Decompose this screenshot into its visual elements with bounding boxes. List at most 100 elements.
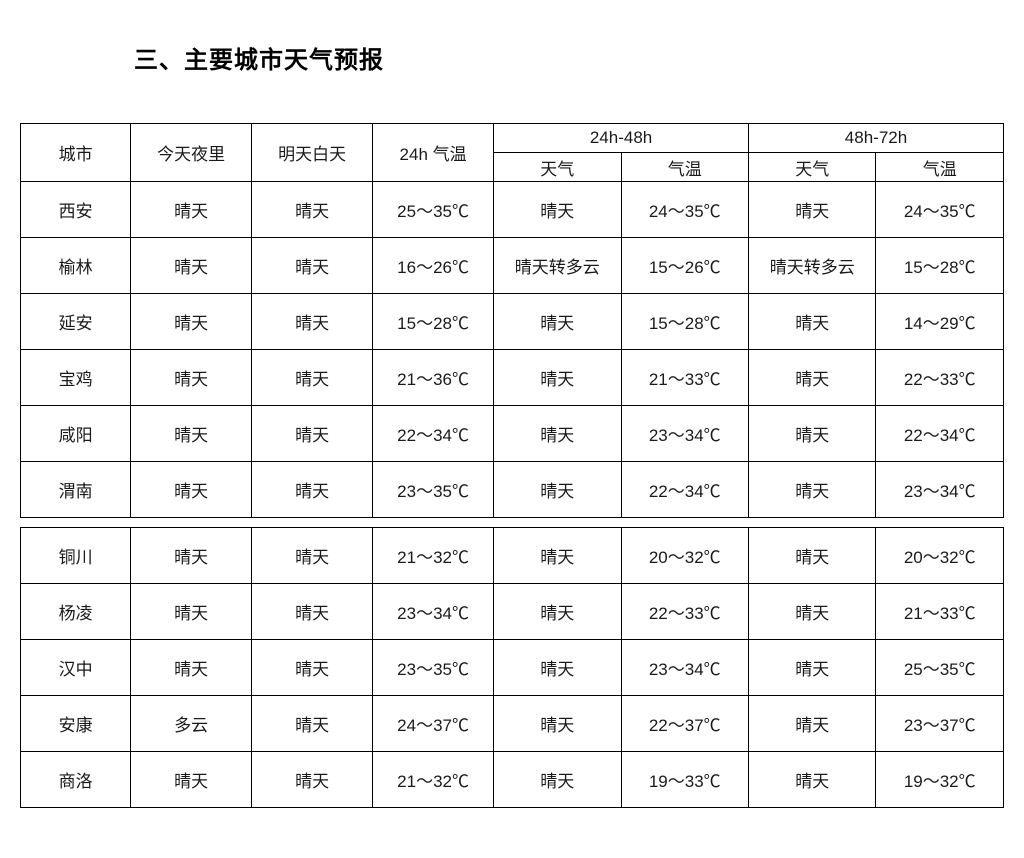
cell-t24: 16～26℃	[373, 238, 494, 294]
cell-w1: 晴天	[494, 182, 621, 238]
cell-city: 汉中	[21, 640, 131, 696]
cell-w1: 晴天	[494, 640, 621, 696]
table-row: 延安晴天晴天15～28℃晴天15～28℃晴天14～29℃	[21, 294, 1004, 350]
cell-city: 西安	[21, 182, 131, 238]
cell-city: 榆林	[21, 238, 131, 294]
cell-tonight: 晴天	[131, 584, 252, 640]
cell-city: 安康	[21, 696, 131, 752]
table-row: 商洛晴天晴天21～32℃晴天19～33℃晴天19～32℃	[21, 752, 1004, 808]
cell-w1: 晴天	[494, 294, 621, 350]
cell-tomorrow: 晴天	[252, 350, 373, 406]
cell-t24: 23～35℃	[373, 462, 494, 518]
header-p1-temp: 气温	[621, 153, 748, 182]
cell-w2: 晴天	[749, 350, 876, 406]
cell-tomorrow: 晴天	[252, 462, 373, 518]
header-p2-weather: 天气	[749, 153, 876, 182]
table-row: 杨凌晴天晴天23～34℃晴天22～33℃晴天21～33℃	[21, 584, 1004, 640]
cell-tomorrow: 晴天	[252, 238, 373, 294]
table-body-2: 铜川晴天晴天21～32℃晴天20～32℃晴天20～32℃杨凌晴天晴天23～34℃…	[21, 528, 1004, 808]
weather-forecast-table: 城市 今天夜里 明天白天 24h 气温 24h-48h 48h-72h 天气 气…	[20, 123, 1004, 808]
header-p1-weather: 天气	[494, 153, 621, 182]
header-tonight: 今天夜里	[131, 124, 252, 182]
cell-t1: 23～34℃	[621, 406, 748, 462]
cell-w1: 晴天	[494, 462, 621, 518]
cell-city: 咸阳	[21, 406, 131, 462]
cell-t1: 22～33℃	[621, 584, 748, 640]
header-p2-temp: 气温	[876, 153, 1004, 182]
cell-t2: 21～33℃	[876, 584, 1004, 640]
header-period2: 48h-72h	[749, 124, 1004, 153]
cell-t1: 21～33℃	[621, 350, 748, 406]
cell-t24: 22～34℃	[373, 406, 494, 462]
cell-t24: 21～32℃	[373, 528, 494, 584]
cell-tonight: 晴天	[131, 462, 252, 518]
cell-t24: 21～36℃	[373, 350, 494, 406]
table-row: 榆林晴天晴天16～26℃晴天转多云15～26℃晴天转多云15～28℃	[21, 238, 1004, 294]
cell-t24: 21～32℃	[373, 752, 494, 808]
cell-w2: 晴天	[749, 462, 876, 518]
cell-t1: 15～28℃	[621, 294, 748, 350]
cell-city: 商洛	[21, 752, 131, 808]
cell-w1: 晴天转多云	[494, 238, 621, 294]
table-row: 西安晴天晴天25～35℃晴天24～35℃晴天24～35℃	[21, 182, 1004, 238]
cell-tonight: 晴天	[131, 182, 252, 238]
cell-tonight: 晴天	[131, 752, 252, 808]
header-tomorrow: 明天白天	[252, 124, 373, 182]
table-row: 安康多云晴天24～37℃晴天22～37℃晴天23～37℃	[21, 696, 1004, 752]
cell-city: 延安	[21, 294, 131, 350]
cell-tomorrow: 晴天	[252, 640, 373, 696]
cell-tomorrow: 晴天	[252, 696, 373, 752]
cell-w2: 晴天	[749, 696, 876, 752]
cell-t1: 19～33℃	[621, 752, 748, 808]
cell-w1: 晴天	[494, 406, 621, 462]
cell-w2: 晴天	[749, 528, 876, 584]
cell-t2: 22～34℃	[876, 406, 1004, 462]
cell-t2: 19～32℃	[876, 752, 1004, 808]
cell-tonight: 晴天	[131, 294, 252, 350]
cell-w2: 晴天	[749, 640, 876, 696]
cell-t1: 22～37℃	[621, 696, 748, 752]
cell-t2: 22～33℃	[876, 350, 1004, 406]
cell-tonight: 晴天	[131, 350, 252, 406]
cell-w2: 晴天	[749, 294, 876, 350]
cell-t24: 23～35℃	[373, 640, 494, 696]
table-row: 咸阳晴天晴天22～34℃晴天23～34℃晴天22～34℃	[21, 406, 1004, 462]
cell-w2: 晴天转多云	[749, 238, 876, 294]
cell-tomorrow: 晴天	[252, 752, 373, 808]
cell-tonight: 晴天	[131, 528, 252, 584]
cell-tonight: 晴天	[131, 238, 252, 294]
cell-w1: 晴天	[494, 752, 621, 808]
cell-tomorrow: 晴天	[252, 528, 373, 584]
cell-city: 杨凌	[21, 584, 131, 640]
cell-w2: 晴天	[749, 584, 876, 640]
cell-tomorrow: 晴天	[252, 584, 373, 640]
cell-t2: 23～37℃	[876, 696, 1004, 752]
header-24h-temp: 24h 气温	[373, 124, 494, 182]
cell-w2: 晴天	[749, 752, 876, 808]
table-row: 宝鸡晴天晴天21～36℃晴天21～33℃晴天22～33℃	[21, 350, 1004, 406]
cell-tomorrow: 晴天	[252, 294, 373, 350]
cell-city: 渭南	[21, 462, 131, 518]
cell-t24: 24～37℃	[373, 696, 494, 752]
cell-tonight: 多云	[131, 696, 252, 752]
table-header: 城市 今天夜里 明天白天 24h 气温 24h-48h 48h-72h 天气 气…	[21, 124, 1004, 182]
cell-w1: 晴天	[494, 528, 621, 584]
cell-t2: 14～29℃	[876, 294, 1004, 350]
header-city: 城市	[21, 124, 131, 182]
cell-t24: 15～28℃	[373, 294, 494, 350]
table-row: 铜川晴天晴天21～32℃晴天20～32℃晴天20～32℃	[21, 528, 1004, 584]
cell-t1: 20～32℃	[621, 528, 748, 584]
cell-tomorrow: 晴天	[252, 406, 373, 462]
cell-w1: 晴天	[494, 584, 621, 640]
header-period1: 24h-48h	[494, 124, 749, 153]
cell-tonight: 晴天	[131, 406, 252, 462]
cell-tomorrow: 晴天	[252, 182, 373, 238]
table-row: 渭南晴天晴天23～35℃晴天22～34℃晴天23～34℃	[21, 462, 1004, 518]
section-title: 三、主要城市天气预报	[134, 40, 1004, 75]
cell-t24: 23～34℃	[373, 584, 494, 640]
cell-t2: 25～35℃	[876, 640, 1004, 696]
cell-w2: 晴天	[749, 406, 876, 462]
cell-city: 铜川	[21, 528, 131, 584]
cell-t24: 25～35℃	[373, 182, 494, 238]
cell-t1: 22～34℃	[621, 462, 748, 518]
